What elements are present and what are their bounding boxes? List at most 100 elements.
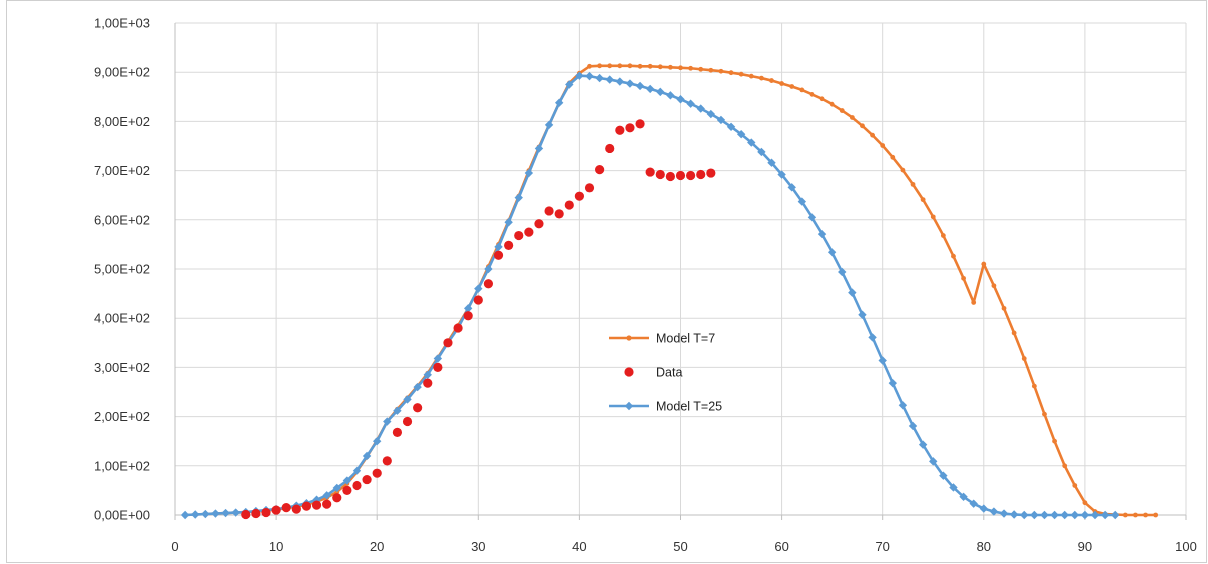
- line-point: [1060, 510, 1069, 520]
- line-point: [787, 183, 796, 192]
- line-point: [1031, 383, 1037, 389]
- data-point: [311, 500, 322, 510]
- data-point: [615, 125, 625, 135]
- x-tick-label: 40: [572, 539, 586, 554]
- line-point: [706, 109, 716, 119]
- line-point: [880, 143, 886, 148]
- data-point: [524, 227, 534, 237]
- line-point: [1020, 510, 1029, 520]
- line-point: [322, 491, 331, 500]
- line-point: [999, 509, 1009, 518]
- data-point: [413, 403, 423, 413]
- series-layer: [180, 63, 1159, 520]
- x-tick-label: 50: [673, 539, 687, 554]
- x-tick-label: 60: [774, 539, 788, 554]
- legend-label: Data: [656, 366, 682, 380]
- line-point: [989, 507, 999, 516]
- line-point: [383, 417, 392, 426]
- line-point: [413, 382, 422, 392]
- line-point: [656, 87, 665, 97]
- line-point: [829, 101, 835, 107]
- data-point: [291, 504, 301, 514]
- line-point: [645, 84, 655, 94]
- line-point: [667, 64, 673, 70]
- line-point: [991, 283, 997, 289]
- line-point: [1082, 500, 1088, 506]
- x-tick-label: 90: [1078, 539, 1092, 554]
- line-point: [362, 451, 372, 461]
- line-point: [1062, 463, 1068, 469]
- data-point: [564, 200, 574, 210]
- y-tick-label: 0,00E+00: [94, 508, 150, 523]
- data-point: [483, 279, 494, 289]
- line-point: [726, 122, 736, 132]
- data-point: [271, 505, 281, 515]
- line-point: [342, 476, 352, 485]
- data-point: [382, 456, 392, 466]
- line-point: [534, 144, 544, 153]
- line-point: [848, 288, 857, 297]
- line-point: [809, 91, 815, 97]
- data-point: [514, 230, 524, 241]
- line-point: [688, 65, 694, 71]
- line-point: [736, 129, 746, 139]
- data-point: [625, 123, 635, 133]
- line-point: [627, 63, 633, 69]
- line-point: [860, 123, 865, 129]
- line-point: [839, 108, 845, 113]
- line-point: [524, 168, 534, 178]
- data-point: [372, 468, 382, 478]
- line-point: [585, 71, 594, 81]
- line-point: [544, 120, 554, 130]
- line-point: [678, 65, 683, 71]
- line-point: [484, 264, 493, 274]
- data-point: [443, 338, 453, 348]
- line-point: [951, 253, 956, 259]
- line-point: [1111, 510, 1120, 520]
- data-point: [352, 480, 362, 491]
- legend-item: Model T=7: [609, 332, 715, 346]
- line-point: [827, 248, 837, 257]
- data-point: [433, 362, 443, 372]
- line-point: [504, 218, 513, 227]
- line-point: [929, 457, 938, 466]
- y-tick-label: 5,00E+02: [94, 262, 150, 277]
- line-point: [597, 63, 603, 69]
- line-point: [708, 67, 714, 73]
- line-point: [180, 510, 190, 520]
- line-point: [868, 333, 877, 342]
- line-point: [1070, 510, 1079, 520]
- legend-item: Data: [624, 366, 682, 380]
- line-point: [807, 213, 817, 222]
- y-tick-label: 2,00E+02: [94, 409, 150, 424]
- y-tick-label: 1,00E+03: [94, 16, 150, 31]
- line-point: [352, 466, 362, 475]
- y-tick-label: 4,00E+02: [94, 311, 150, 326]
- line-point: [870, 132, 875, 138]
- line-point: [1133, 512, 1138, 518]
- data-point: [322, 499, 332, 509]
- data-point: [554, 209, 564, 219]
- data-point: [402, 416, 413, 427]
- data-point: [696, 169, 706, 180]
- line-point: [769, 78, 774, 83]
- line-point: [900, 167, 906, 173]
- line-point: [211, 509, 220, 518]
- data-point: [241, 509, 251, 520]
- data-point: [504, 240, 514, 250]
- line-point: [949, 483, 958, 492]
- line-point: [696, 104, 705, 113]
- line-point: [747, 138, 756, 147]
- data-point: [605, 143, 615, 154]
- line-point: [1090, 510, 1100, 520]
- line-point: [799, 87, 805, 93]
- legend: Model T=7 Data Model T=25: [609, 332, 722, 414]
- line-point: [1001, 305, 1007, 311]
- x-tick-label: 0: [171, 539, 178, 554]
- y-tick-label: 3,00E+02: [94, 360, 150, 375]
- data-point: [645, 167, 655, 177]
- line-point: [959, 492, 968, 501]
- line-point: [698, 66, 704, 72]
- line-point: [332, 483, 341, 493]
